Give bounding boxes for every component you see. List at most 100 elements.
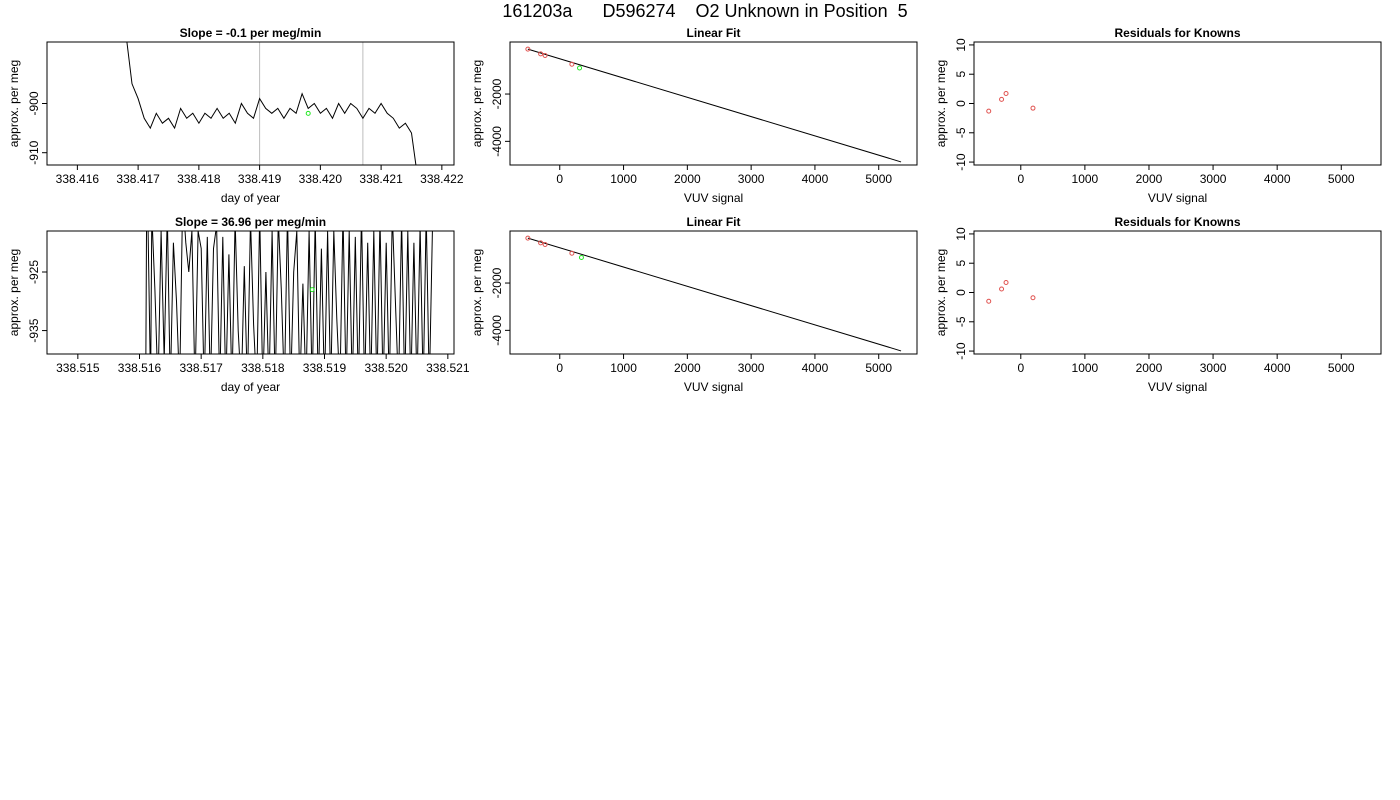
x-tick-label: 4000 <box>802 172 829 186</box>
x-tick-label: 4000 <box>1264 172 1291 186</box>
x-axis-label: VUV signal <box>684 191 743 205</box>
fit-line <box>527 48 902 163</box>
x-tick-label: 338.420 <box>299 172 343 186</box>
y-tick-label: -4000 <box>490 315 504 346</box>
chart-title: Residuals for Knowns <box>1114 26 1240 40</box>
x-tick-label: 338.516 <box>118 361 162 375</box>
y-axis-label: approx. per meg <box>934 249 948 336</box>
y-tick-label: 0 <box>954 100 968 107</box>
x-tick-label: 338.519 <box>303 361 347 375</box>
x-tick-label: 3000 <box>1200 172 1227 186</box>
y-tick-label: 5 <box>954 71 968 78</box>
x-axis-label: VUV signal <box>1148 380 1207 394</box>
known-point <box>542 241 548 247</box>
y-axis-label: approx. per meg <box>470 249 484 336</box>
plot-area <box>986 280 1036 304</box>
x-tick-label: 338.520 <box>364 361 408 375</box>
y-axis-label: approx. per meg <box>7 249 21 336</box>
y-axis-label: approx. per meg <box>470 60 484 147</box>
known-point <box>999 286 1005 292</box>
known-point <box>538 240 544 246</box>
unknown-point <box>577 65 583 71</box>
x-tick-label: 1000 <box>1072 361 1099 375</box>
plot-area <box>986 91 1036 114</box>
fit-line <box>527 237 902 352</box>
page-title: 161203a D596274 O2 Unknown in Position 5 <box>502 1 908 21</box>
known-point <box>525 46 531 52</box>
plot-area <box>145 231 433 354</box>
chart-title: Slope = 36.96 per meg/min <box>175 215 326 229</box>
x-tick-label: 2000 <box>1136 361 1163 375</box>
x-tick-label: 2000 <box>674 172 701 186</box>
x-axis-label: day of year <box>221 191 280 205</box>
y-tick-label: 0 <box>954 289 968 296</box>
x-tick-label: 338.515 <box>56 361 100 375</box>
plot-frame <box>46 41 455 166</box>
y-tick-label: -2000 <box>490 267 504 298</box>
y-axis-label: approx. per meg <box>934 60 948 147</box>
x-tick-label: 338.518 <box>241 361 285 375</box>
x-tick-label: 5000 <box>1328 172 1355 186</box>
x-tick-label: 338.421 <box>359 172 403 186</box>
y-tick-label: -900 <box>27 91 41 115</box>
x-tick-label: 3000 <box>738 361 765 375</box>
x-tick-label: 5000 <box>1328 361 1355 375</box>
x-tick-label: 1000 <box>610 172 637 186</box>
known-point <box>1030 105 1036 111</box>
unknown-point <box>578 254 584 260</box>
x-tick-label: 338.422 <box>420 172 464 186</box>
x-axis-label: VUV signal <box>684 380 743 394</box>
chart-title: Linear Fit <box>686 26 740 40</box>
x-tick-label: 3000 <box>1200 361 1227 375</box>
unknown-point <box>309 287 315 293</box>
x-axis-label: VUV signal <box>1148 191 1207 205</box>
y-axis-label: approx. per meg <box>7 60 21 147</box>
y-tick-label: -910 <box>27 140 41 164</box>
x-tick-label: 3000 <box>738 172 765 186</box>
known-point <box>999 96 1005 102</box>
known-point <box>1003 91 1009 97</box>
known-point <box>538 51 544 57</box>
plot-frame <box>973 41 1382 166</box>
known-point <box>986 298 992 304</box>
x-tick-label: 4000 <box>1264 361 1291 375</box>
x-tick-label: 338.416 <box>56 172 100 186</box>
y-tick-label: -935 <box>27 318 41 342</box>
plot-area <box>525 46 902 163</box>
x-tick-label: 4000 <box>802 361 829 375</box>
y-tick-label: 5 <box>954 260 968 267</box>
chart-title: Slope = -0.1 per meg/min <box>180 26 322 40</box>
x-tick-label: 338.521 <box>426 361 470 375</box>
y-tick-label: -5 <box>954 316 968 327</box>
known-point <box>525 235 531 241</box>
x-tick-label: 338.419 <box>238 172 282 186</box>
chart-panel-r1-time: Slope = -0.1 per meg/min 338.416 338.417 33… <box>7 26 464 205</box>
chart-panel-r1-fit: Linear Fit 0 1000 2000 3000 4000 5000 VUV signa… <box>470 26 918 205</box>
x-axis-label: day of year <box>221 380 280 394</box>
y-tick-label: -5 <box>954 127 968 138</box>
x-tick-label: 0 <box>1017 361 1024 375</box>
chart-title: Residuals for Knowns <box>1114 215 1240 229</box>
x-tick-label: 0 <box>1017 172 1024 186</box>
chart-panel-r2-fit: Linear Fit 0 1000 2000 3000 4000 5000 VUV signa… <box>470 215 918 394</box>
plot-area <box>525 235 902 352</box>
known-point <box>542 52 548 58</box>
x-tick-label: 2000 <box>674 361 701 375</box>
series-line <box>126 42 417 165</box>
y-tick-label: -10 <box>954 153 968 171</box>
unknown-point <box>305 110 311 116</box>
plot-frame <box>509 41 918 166</box>
y-tick-label: 10 <box>954 227 968 241</box>
chart-title: Linear Fit <box>686 215 740 229</box>
plot-frame <box>509 230 918 355</box>
x-tick-label: 338.417 <box>116 172 160 186</box>
chart-panel-r2-resid: Residuals for Knowns 0 1000 2000 3000 4000 500… <box>934 215 1382 394</box>
x-tick-label: 2000 <box>1136 172 1163 186</box>
y-tick-label: -4000 <box>490 126 504 157</box>
x-tick-label: 5000 <box>865 361 892 375</box>
y-tick-label: -925 <box>27 260 41 284</box>
x-tick-label: 1000 <box>610 361 637 375</box>
known-point <box>569 61 575 67</box>
chart-panel-r1-resid: Residuals for Knowns 0 1000 2000 3000 4000 500… <box>934 26 1382 205</box>
